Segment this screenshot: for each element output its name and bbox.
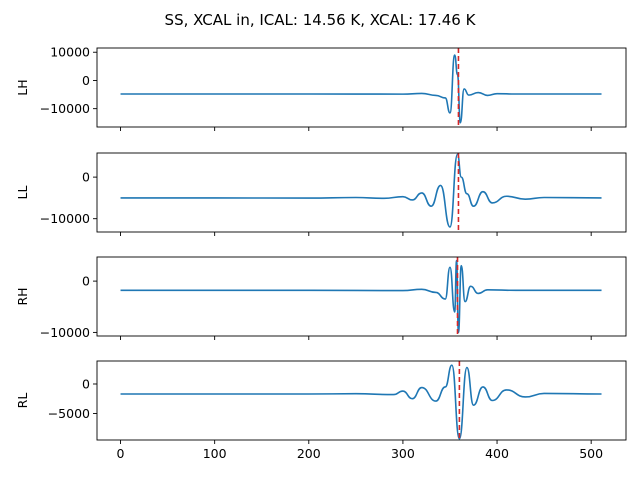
y-tick-label: 0 <box>82 274 90 289</box>
figure-title: SS, XCAL in, ICAL: 14.56 K, XCAL: 17.46 … <box>165 11 477 29</box>
x-tick-label: 500 <box>579 446 603 461</box>
y-tick-label: −10000 <box>40 325 90 340</box>
y-tick-label: 10000 <box>50 45 90 60</box>
subplot-lh: 10000 0 −10000 LH <box>15 45 627 131</box>
axes-frame <box>96 360 627 441</box>
subplot-ll: 0 −10000 LL <box>15 152 627 236</box>
y-tick-label: 0 <box>82 376 90 391</box>
y-tick-label: 0 <box>82 73 90 88</box>
subplot-rl: 0 −5000 0 100 200 300 400 500 RL <box>15 360 627 461</box>
series-line <box>120 153 602 228</box>
x-tick-label: 300 <box>391 446 415 461</box>
y-axis-label: LH <box>15 79 30 95</box>
y-tick-label: −10000 <box>40 101 90 116</box>
series-line <box>120 259 602 334</box>
y-tick-label: −5000 <box>48 406 90 421</box>
x-tick-label: 400 <box>485 446 509 461</box>
x-tick-label: 200 <box>297 446 321 461</box>
y-axis-label: LL <box>15 186 30 200</box>
y-axis-label: RL <box>15 393 30 409</box>
series-line <box>120 54 602 124</box>
axes-frame <box>96 256 627 337</box>
y-axis-label: RH <box>15 287 30 305</box>
axes-frame <box>96 152 627 233</box>
y-tick-label: 0 <box>82 170 90 185</box>
series-line <box>120 364 602 440</box>
y-tick-label: −10000 <box>40 211 90 226</box>
x-tick-label: 0 <box>117 446 125 461</box>
axes-frame <box>96 47 627 128</box>
subplot-rh: 0 −10000 RH <box>15 256 627 340</box>
x-tick-label: 100 <box>203 446 227 461</box>
